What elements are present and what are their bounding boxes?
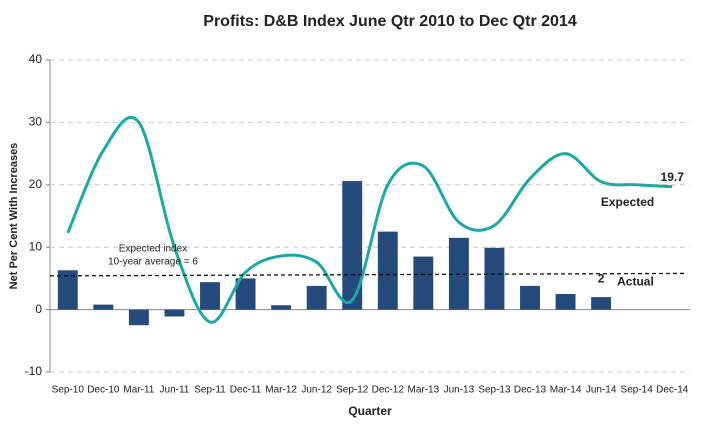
x-tick-label: Dec-12 <box>372 385 405 396</box>
expected-name-label: Expected <box>601 195 654 209</box>
x-tick-label: Sep-13 <box>478 385 511 396</box>
x-tick-label: Sep-11 <box>194 385 226 396</box>
bar <box>128 309 149 326</box>
reference-line <box>49 272 687 277</box>
x-tick-label: Mar-12 <box>265 385 297 396</box>
x-tick-label: Jun-14 <box>586 385 617 396</box>
x-tick-label: Jun-11 <box>160 385 190 396</box>
bar <box>306 285 327 310</box>
x-tick-label: Mar-13 <box>407 385 439 396</box>
expected-line <box>66 115 673 324</box>
reference-label: Expected index <box>119 244 187 255</box>
x-tick-label: Mar-14 <box>550 385 582 396</box>
y-tick-label: 40 <box>29 52 43 66</box>
bar <box>591 297 612 310</box>
actual-value-label: 2 <box>598 271 605 285</box>
expected-value-label: 19.7 <box>661 170 685 184</box>
bar <box>484 247 505 310</box>
bar <box>413 256 434 310</box>
bar <box>555 294 576 310</box>
bar <box>235 278 256 310</box>
bar <box>93 304 114 310</box>
x-axis-title: Quarter <box>348 404 392 418</box>
bar <box>271 305 292 310</box>
actual-name-label: Actual <box>617 274 654 288</box>
x-tick-label: Mar-11 <box>123 385 154 396</box>
y-tick-label: -10 <box>25 364 43 378</box>
bar <box>164 309 185 317</box>
reference-label: 10-year average = 6 <box>108 257 198 268</box>
bar <box>342 181 363 310</box>
y-tick-label: 30 <box>29 115 43 129</box>
x-tick-label: Sep-12 <box>336 385 369 396</box>
bar <box>520 285 540 310</box>
bar <box>377 231 398 310</box>
x-tick-label: Dec-10 <box>87 385 120 396</box>
x-tick-label: Dec-13 <box>514 385 547 396</box>
x-tick-label: Dec-11 <box>230 385 262 396</box>
x-tick-label: Jun-12 <box>301 385 332 396</box>
bar <box>200 282 220 310</box>
chart-title: Profits: D&B Index June Qtr 2010 to Dec … <box>203 13 577 30</box>
x-tick-label: Jun-13 <box>444 385 475 396</box>
y-tick-label: 20 <box>29 177 43 191</box>
y-axis-title: Net Per Cent With Increases <box>8 143 20 290</box>
x-tick-label: Dec-14 <box>656 385 689 396</box>
y-tick-label: 10 <box>29 239 43 253</box>
bar <box>57 270 78 310</box>
x-tick-label: Sep-10 <box>52 385 85 396</box>
x-tick-label: Sep-14 <box>621 385 654 396</box>
y-tick-label: 0 <box>35 302 42 316</box>
